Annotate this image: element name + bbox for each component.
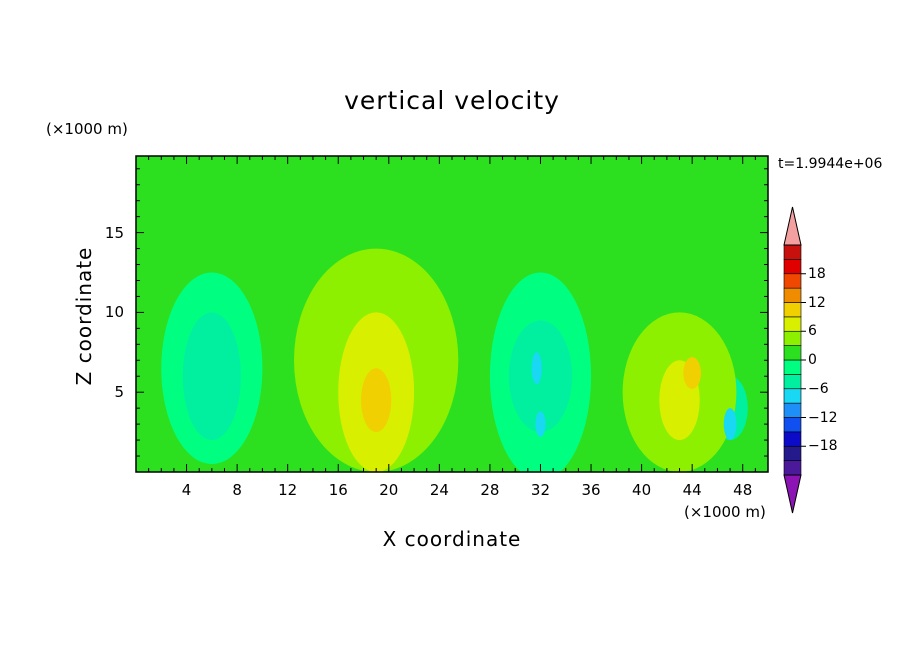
colorbar-band <box>783 417 802 433</box>
colorbar-tick-label: 12 <box>808 294 826 311</box>
y-tick-label: 15 <box>104 223 124 242</box>
contour-region <box>136 184 187 249</box>
contour-region <box>535 411 546 437</box>
x-tick-label: 28 <box>480 481 500 499</box>
chart-title: vertical velocity <box>344 86 560 115</box>
colorbar-band <box>783 273 802 289</box>
colorbar-band <box>783 402 802 418</box>
axis-ticks <box>136 156 768 472</box>
y-unit-label: (×1000 m) <box>46 120 128 138</box>
x-unit-label: (×1000 m) <box>684 503 766 521</box>
colorbar-band <box>783 445 802 461</box>
colorbar <box>783 206 806 514</box>
colorbar-band <box>783 244 802 260</box>
colorbar-band <box>783 460 802 476</box>
x-tick-label: 8 <box>232 481 242 499</box>
x-tick-label: 32 <box>530 481 551 499</box>
colorbar-band <box>783 359 802 375</box>
time-label: t=1.9944e+06 <box>778 156 883 172</box>
colorbar-band <box>783 431 802 447</box>
colorbar-band <box>783 287 802 303</box>
y-tick-label: 5 <box>114 383 124 402</box>
x-axis-label: X coordinate <box>382 527 522 551</box>
x-tick-label: 44 <box>682 481 702 499</box>
contour-fills <box>136 156 768 472</box>
colorbar-tick-label: −6 <box>808 380 829 397</box>
x-tick-label: 36 <box>581 481 601 499</box>
colorbar-tick-label: −12 <box>808 409 838 426</box>
contour-region <box>723 408 737 441</box>
colorbar-band <box>783 345 802 361</box>
colorbar-under-arrow <box>783 474 802 514</box>
x-tick-label: 4 <box>181 481 192 499</box>
contour-region <box>683 357 702 390</box>
x-tick-label: 20 <box>379 481 399 499</box>
contour-region <box>531 352 542 385</box>
colorbar-band <box>783 330 802 346</box>
colorbar-tick-label: 0 <box>808 352 817 368</box>
contour-region <box>360 368 392 433</box>
x-tick-label: 12 <box>278 481 298 499</box>
colorbar-over-arrow <box>783 206 802 246</box>
x-tick-label: 48 <box>733 481 753 499</box>
x-tick-label: 40 <box>632 481 652 499</box>
x-tick-label: 16 <box>328 481 348 499</box>
colorbar-tick-label: 6 <box>808 323 817 340</box>
colorbar-band <box>783 259 802 275</box>
colorbar-band <box>783 388 802 404</box>
colorbar-band <box>783 374 802 390</box>
colorbar-tick-label: 18 <box>808 265 826 282</box>
contour-region <box>182 312 241 441</box>
x-tick-label: 24 <box>429 481 449 499</box>
colorbar-band <box>783 302 802 318</box>
y-tick-label: 10 <box>104 303 124 322</box>
colorbar-band <box>783 316 802 332</box>
contour-region <box>527 175 604 227</box>
colorbar-tick-label: −18 <box>808 438 838 455</box>
